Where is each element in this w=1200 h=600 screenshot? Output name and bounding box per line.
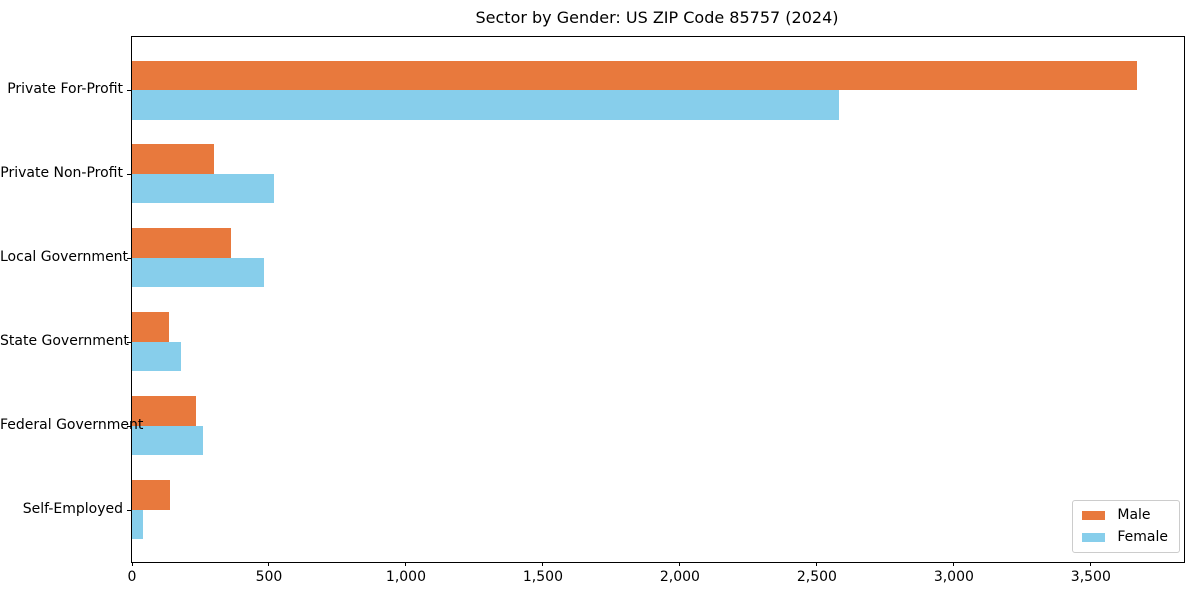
x-tick-mark [542, 562, 544, 566]
legend-entry-male: Male [1082, 508, 1168, 523]
x-tick-label: 2,500 [796, 569, 837, 585]
x-tick-mark [953, 562, 955, 566]
bar-female-private-non-profit [132, 173, 275, 204]
y-tick-label: Self-Employed [22, 500, 123, 517]
bar-female-self-employed [132, 509, 143, 539]
legend-label-female: Female [1117, 529, 1168, 545]
legend-label-male: Male [1117, 507, 1151, 523]
y-tick-mark [127, 257, 131, 259]
bar-male-state-government [132, 312, 169, 342]
x-tick-label: 2,000 [659, 569, 700, 585]
bar-male-private-non-profit [132, 144, 215, 174]
x-tick-mark [405, 562, 407, 566]
bar-male-local-government [132, 228, 231, 258]
bar-female-private-for-profit [132, 90, 839, 120]
legend-swatch-female [1082, 533, 1106, 542]
bar-male-private-for-profit [132, 60, 1138, 90]
x-tick-label: 0 [127, 569, 137, 585]
chart-title: Sector by Gender: US ZIP Code 85757 (202… [475, 8, 839, 27]
x-tick-mark [816, 562, 818, 566]
plot-area: 0 500 1,000 1,500 2,000 2,500 3,000 3,500 Male F… [127, 36, 1185, 585]
legend: Male Female [1072, 500, 1180, 553]
x-tick-mark [268, 562, 270, 566]
bar-male-self-employed [132, 480, 171, 510]
x-tick-mark [1090, 562, 1092, 566]
x-tick-label: 3,500 [1070, 569, 1111, 585]
y-tick-label: Private For-Profit [7, 81, 123, 97]
y-tick-mark [127, 90, 131, 91]
y-tick-mark [127, 425, 131, 427]
y-tick-mark [127, 173, 131, 175]
y-tick-label: Federal Government [0, 416, 144, 433]
legend-swatch-male [1082, 511, 1106, 520]
legend-entry-female: Female [1082, 530, 1168, 545]
x-tick-label: 3,000 [933, 569, 974, 585]
y-tick-label: Private Non-Profit [0, 164, 123, 181]
x-tick-label: 1,000 [385, 569, 426, 585]
bar-male-federal-government [132, 396, 197, 426]
bar-female-local-government [132, 257, 264, 288]
bar-female-federal-government [132, 425, 204, 456]
y-tick-mark [127, 341, 131, 343]
x-tick-label: 1,500 [522, 569, 563, 585]
bar-female-state-government [132, 341, 182, 372]
y-tick-label: State Government [0, 332, 129, 349]
y-tick-label: Local Government [0, 248, 129, 265]
y-tick-mark [127, 509, 131, 511]
x-tick-mark [679, 562, 681, 566]
x-tick-mark [131, 562, 133, 566]
x-tick-label: 500 [255, 569, 283, 585]
